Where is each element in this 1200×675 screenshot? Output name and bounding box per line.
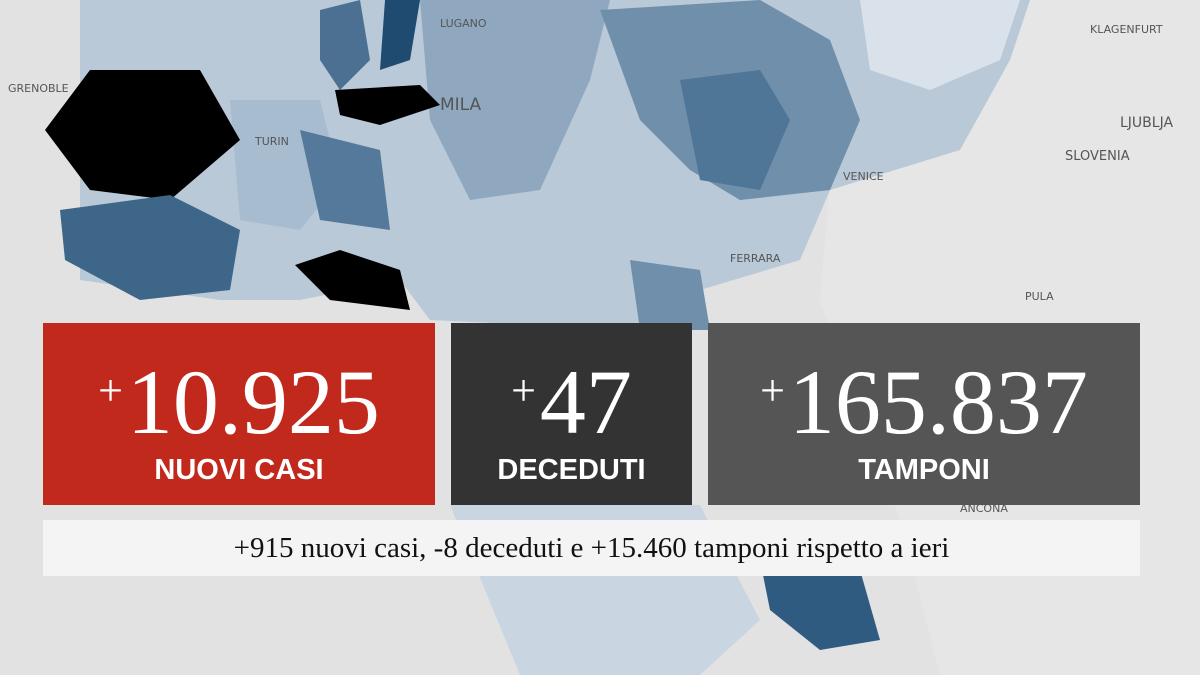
summary: +915 nuovi casi, -8 deceduti e +15.460 t…: [43, 520, 1140, 576]
map-label: FERRARA: [730, 252, 781, 265]
map-label: PULA: [1025, 290, 1054, 303]
number: 165.837: [788, 351, 1088, 453]
number: 10.925: [126, 351, 380, 453]
stat-label: DECEDUTI: [497, 454, 646, 486]
map-label: LUGANO: [440, 17, 487, 30]
map-label: SLOVENIA: [1065, 149, 1130, 164]
sign: +: [98, 366, 123, 415]
sign: +: [760, 366, 785, 415]
stat-value: +10.925: [43, 341, 435, 452]
stat-label: TAMPONI: [858, 454, 990, 486]
sign: +: [511, 366, 536, 415]
number: 47: [539, 351, 632, 453]
stat-value: +165.837: [708, 341, 1140, 452]
map-label: ANCONA: [960, 502, 1008, 515]
map-label: KLAGENFURT: [1090, 23, 1163, 36]
map-label: MILA: [440, 95, 482, 115]
stat-card: +10.925 NUOVI CASI: [43, 323, 435, 505]
stat-label: NUOVI CASI: [154, 454, 324, 486]
map-label: VENICE: [843, 170, 884, 183]
map-label: TURIN: [254, 135, 289, 148]
stat-card: +165.837 TAMPONI: [708, 323, 1140, 505]
stat-value: +47: [451, 341, 692, 452]
stat-card: +47 DECEDUTI: [451, 323, 692, 505]
map-label: GRENOBLE: [8, 82, 69, 95]
map-label: LJUBLJA: [1120, 115, 1173, 131]
